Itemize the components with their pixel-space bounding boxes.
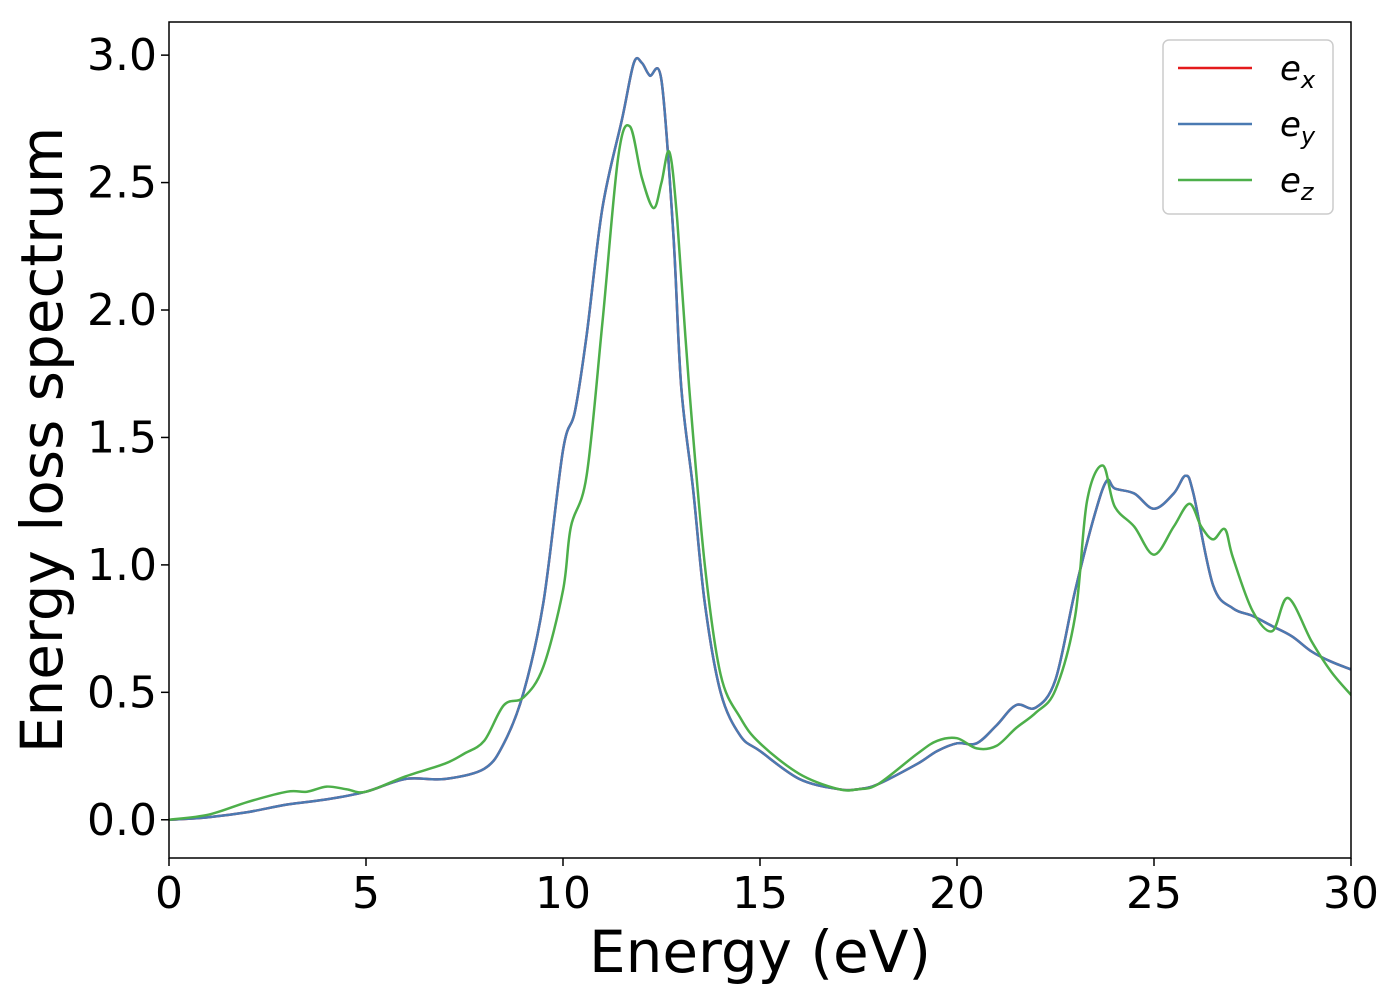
x-tick-label: 25	[1126, 868, 1182, 919]
y-tick-label: 2.0	[87, 285, 157, 336]
legend-box	[1162, 39, 1334, 215]
series-line-e-y	[169, 56, 1351, 822]
legend: ex ey ez	[1162, 39, 1334, 215]
legend-label-e-y: ey	[1280, 105, 1316, 150]
y-tick-label: 1.5	[87, 412, 157, 463]
x-tick-label: 15	[732, 868, 788, 919]
x-tick-label: 20	[929, 868, 985, 919]
y-axis-label: Energy loss spectrum	[8, 127, 76, 753]
legend-label-e-x: ex	[1280, 49, 1316, 94]
x-tick-label: 30	[1323, 868, 1379, 919]
y-tick-label: 0.0	[87, 795, 157, 846]
x-axis-label: Energy (eV)	[589, 918, 931, 986]
y-tick-label: 0.5	[87, 667, 157, 718]
x-axis-ticks: 0 5 10 15 20 25 30	[155, 858, 1379, 919]
x-tick-label: 0	[155, 868, 183, 919]
x-tick-label: 10	[535, 868, 591, 919]
y-axis-ticks: 0.0 0.5 1.0 1.5 2.0 2.5 3.0	[87, 30, 169, 846]
plot-area	[169, 22, 1351, 858]
x-tick-label: 5	[352, 868, 380, 919]
y-tick-label: 1.0	[87, 540, 157, 591]
series-line-e-z	[169, 123, 1351, 822]
y-tick-label: 3.0	[87, 30, 157, 81]
series-layer	[169, 56, 1351, 822]
y-tick-label: 2.5	[87, 158, 157, 209]
legend-label-e-z: ez	[1280, 161, 1315, 206]
